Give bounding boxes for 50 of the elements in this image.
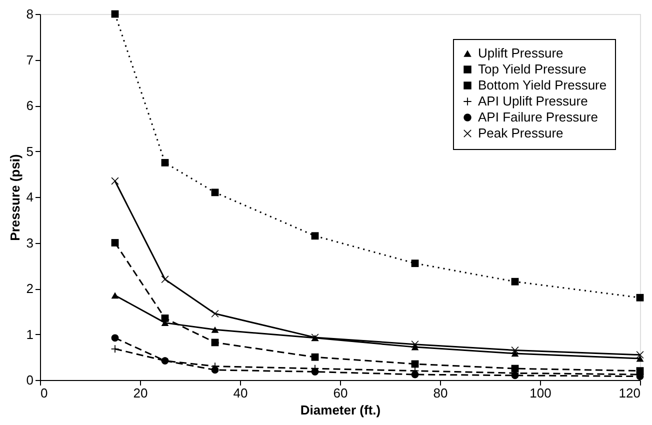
- point: [411, 370, 419, 378]
- point: [211, 310, 219, 318]
- x-tick-label: 40: [233, 386, 248, 400]
- point: [111, 334, 119, 342]
- x-tick-label: 120: [618, 386, 640, 400]
- x-tick-label: 20: [133, 386, 148, 400]
- y-tick-label: 4: [26, 190, 34, 204]
- legend-label: Peak Pressure: [478, 126, 564, 140]
- y-tick-label: 2: [26, 281, 34, 296]
- point: [211, 366, 219, 374]
- point: [411, 260, 419, 268]
- legend-label: Top Yield Pressure: [478, 62, 586, 76]
- point: [111, 177, 119, 185]
- point: [111, 345, 119, 353]
- x-tick-label: 100: [530, 386, 552, 400]
- point: [211, 326, 219, 333]
- point: [311, 368, 319, 376]
- point: [511, 278, 519, 286]
- point: [211, 188, 219, 196]
- legend-label: Uplift Pressure: [478, 46, 564, 60]
- point: [511, 346, 519, 354]
- point: [111, 292, 119, 299]
- y-tick-label: 7: [26, 52, 34, 68]
- point: [161, 158, 169, 166]
- y-tick-label: 3: [26, 235, 34, 250]
- y-tick-label: 1: [26, 326, 34, 342]
- point: [636, 351, 644, 359]
- y-tick-label: 5: [26, 144, 34, 159]
- y-tick-label: 8: [26, 6, 34, 22]
- point: [311, 353, 319, 361]
- point: [636, 294, 644, 302]
- x-tick-label: 0: [40, 386, 48, 400]
- y-tick-label: 0: [26, 372, 34, 388]
- point: [161, 357, 169, 364]
- point: [411, 340, 419, 348]
- y-tick-label: 6: [26, 98, 34, 113]
- x-tick-label: 60: [333, 386, 348, 400]
- point: [161, 314, 169, 322]
- x-tick-label: 80: [433, 386, 448, 400]
- point: [161, 276, 169, 284]
- y-axis-title: Pressure (psi): [7, 154, 22, 241]
- legend-label: API Uplift Pressure: [478, 94, 588, 108]
- x-axis-title: Diameter (ft.): [300, 402, 381, 418]
- legend-label: Bottom Yield Pressure: [478, 78, 607, 92]
- point: [311, 232, 319, 240]
- point: [511, 350, 519, 357]
- legend-label: API Failure Pressure: [478, 110, 598, 124]
- point: [511, 372, 519, 380]
- point: [111, 239, 119, 246]
- point: [636, 355, 644, 362]
